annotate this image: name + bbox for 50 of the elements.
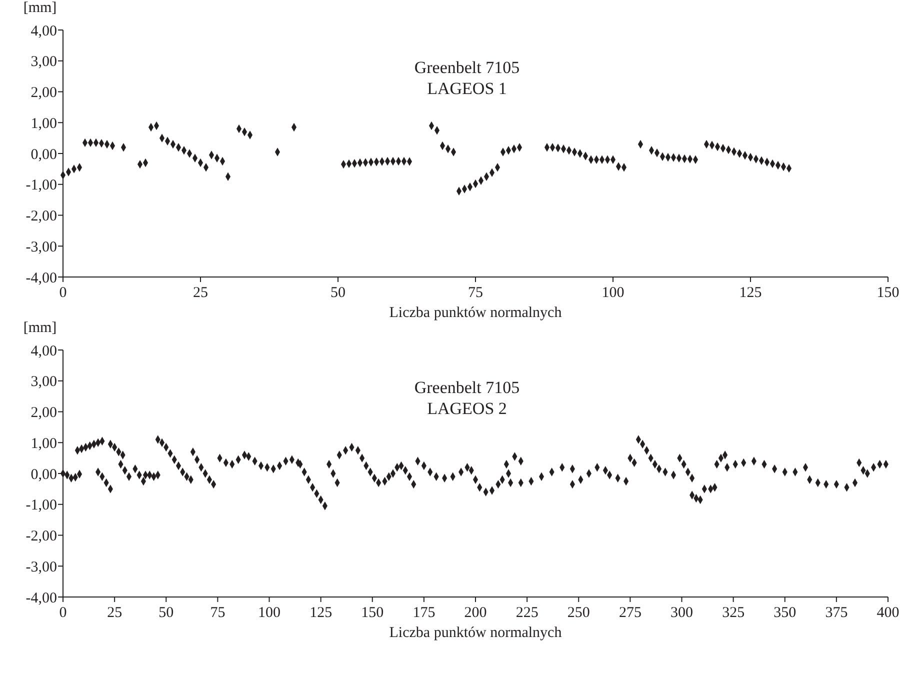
x-tick-label: 75 bbox=[210, 605, 226, 621]
x-tick-label: 225 bbox=[516, 605, 538, 621]
x-tick-label: 125 bbox=[310, 605, 332, 621]
x-tick-label: 300 bbox=[670, 605, 693, 621]
x-tick-label: 400 bbox=[876, 605, 900, 621]
x-tick-label: 75 bbox=[468, 285, 483, 301]
y-tick-label: 2,00 bbox=[30, 85, 57, 101]
y-axis-title: [mm] bbox=[23, 320, 57, 336]
x-tick-label: 175 bbox=[412, 605, 436, 621]
x-tick-label: 200 bbox=[464, 605, 487, 621]
x-tick-label: 250 bbox=[567, 605, 590, 621]
y-tick-label: -3,00 bbox=[26, 559, 57, 576]
x-tick-label: 150 bbox=[876, 285, 900, 301]
x-tick-label: 0 bbox=[59, 605, 67, 621]
y-tick-label: 0,00 bbox=[30, 466, 57, 483]
y-tick-label: -4,00 bbox=[26, 270, 57, 286]
x-tick-label: 25 bbox=[193, 285, 208, 301]
x-tick-label: 50 bbox=[158, 605, 174, 621]
x-tick-label: 100 bbox=[258, 605, 280, 621]
text: Greenbelt 7105 bbox=[414, 378, 520, 397]
y-tick-label: 3,00 bbox=[30, 54, 57, 70]
x-tick-label: 25 bbox=[107, 605, 122, 621]
y-tick-label: 3,00 bbox=[30, 374, 57, 390]
y-tick-label: 4,00 bbox=[30, 343, 57, 360]
x-axis-title: Liczba punktów normalnych bbox=[389, 625, 562, 641]
x-tick-label: 325 bbox=[722, 605, 745, 621]
y-tick-label: -2,00 bbox=[26, 528, 57, 544]
x-axis-title: Liczba punktów normalnych bbox=[389, 305, 562, 321]
y-tick-label: 4,00 bbox=[30, 23, 57, 40]
x-tick-label: 350 bbox=[774, 605, 796, 621]
text: LAGEOS 1 bbox=[427, 79, 507, 98]
x-tick-label: 100 bbox=[602, 285, 624, 301]
x-tick-label: 125 bbox=[739, 285, 762, 301]
x-tick-label: 0 bbox=[59, 285, 67, 301]
y-tick-label: -4,00 bbox=[26, 590, 57, 606]
y-axis-title: [mm] bbox=[23, 0, 57, 16]
text: Greenbelt 7105 bbox=[414, 58, 520, 77]
y-tick-label: -3,00 bbox=[26, 239, 57, 256]
y-tick-label: 1,00 bbox=[30, 436, 57, 452]
y-tick-label: 1,00 bbox=[30, 116, 57, 132]
x-tick-label: 50 bbox=[330, 285, 346, 301]
x-tick-label: 375 bbox=[825, 605, 848, 621]
y-tick-label: -1,00 bbox=[26, 498, 57, 514]
y-tick-label: 0,00 bbox=[30, 146, 57, 163]
x-tick-label: 275 bbox=[618, 605, 642, 621]
text: LAGEOS 2 bbox=[427, 399, 507, 418]
y-tick-label: -2,00 bbox=[26, 208, 57, 224]
y-tick-label: 2,00 bbox=[30, 405, 57, 421]
x-tick-label: 150 bbox=[361, 605, 384, 621]
y-tick-label: -1,00 bbox=[26, 178, 57, 194]
